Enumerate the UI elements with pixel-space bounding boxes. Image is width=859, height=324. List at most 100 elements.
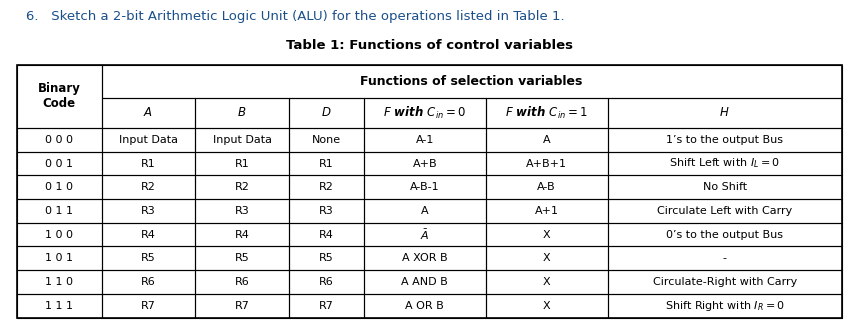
Bar (17, 128, 101, 152)
Bar (195, 270, 289, 294)
Bar (17, 247, 101, 270)
Text: $\bar{A}$: $\bar{A}$ (420, 227, 430, 242)
Text: 1 1 1: 1 1 1 (46, 301, 73, 311)
Text: R3: R3 (235, 206, 249, 216)
Text: R4: R4 (141, 230, 155, 239)
Bar (485, 294, 607, 318)
Text: $F$ with $C_{in}=0$: $F$ with $C_{in}=0$ (383, 105, 466, 121)
Text: R6: R6 (141, 277, 155, 287)
Bar (364, 270, 485, 294)
Bar (289, 128, 364, 152)
Bar (607, 98, 842, 128)
Text: 6.   Sketch a 2-bit Arithmetic Logic Unit (ALU) for the operations listed in Tab: 6. Sketch a 2-bit Arithmetic Logic Unit … (26, 10, 564, 23)
Text: 0 0 1: 0 0 1 (46, 158, 73, 168)
Text: $F$ with $C_{in}=1$: $F$ with $C_{in}=1$ (505, 105, 588, 121)
Bar (101, 199, 195, 223)
Bar (17, 175, 101, 199)
Text: A-1: A-1 (416, 135, 434, 145)
Bar (485, 223, 607, 247)
Text: R1: R1 (141, 158, 155, 168)
Bar (364, 152, 485, 175)
Bar (195, 152, 289, 175)
Bar (17, 65, 101, 128)
Text: $B$: $B$ (237, 106, 247, 119)
Bar (364, 128, 485, 152)
Bar (364, 98, 485, 128)
Bar (101, 152, 195, 175)
Bar (101, 175, 195, 199)
Bar (485, 175, 607, 199)
Text: R5: R5 (235, 253, 249, 263)
Bar (607, 294, 842, 318)
Text: A OR B: A OR B (405, 301, 444, 311)
Bar (101, 65, 842, 98)
Text: -: - (722, 253, 727, 263)
Text: $H$: $H$ (720, 106, 730, 119)
Bar (485, 128, 607, 152)
Text: A-B-1: A-B-1 (410, 182, 440, 192)
Bar (195, 294, 289, 318)
Bar (289, 98, 364, 128)
Text: 0 0 0: 0 0 0 (46, 135, 73, 145)
Bar (607, 223, 842, 247)
Bar (101, 294, 195, 318)
Bar (364, 223, 485, 247)
Text: A XOR B: A XOR B (402, 253, 448, 263)
Bar (364, 294, 485, 318)
Text: X: X (543, 301, 551, 311)
Bar (607, 128, 842, 152)
Bar (607, 199, 842, 223)
Text: 0 1 0: 0 1 0 (46, 182, 73, 192)
Text: Circulate-Right with Carry: Circulate-Right with Carry (653, 277, 797, 287)
Text: R6: R6 (319, 277, 334, 287)
Bar (364, 175, 485, 199)
Bar (289, 294, 364, 318)
Text: Shift Right with $I_R=0$: Shift Right with $I_R=0$ (665, 299, 784, 313)
Text: A: A (543, 135, 551, 145)
Bar (17, 223, 101, 247)
Bar (364, 199, 485, 223)
Bar (101, 270, 195, 294)
Text: 1 0 1: 1 0 1 (46, 253, 73, 263)
Text: A-B: A-B (538, 182, 556, 192)
Bar (289, 223, 364, 247)
Bar (101, 98, 195, 128)
Text: R6: R6 (235, 277, 249, 287)
Bar (17, 270, 101, 294)
Bar (607, 152, 842, 175)
Text: A: A (421, 206, 429, 216)
Text: None: None (312, 135, 341, 145)
Text: R5: R5 (141, 253, 155, 263)
Text: A AND B: A AND B (401, 277, 448, 287)
Text: $D$: $D$ (321, 106, 332, 119)
Bar (195, 223, 289, 247)
Bar (289, 247, 364, 270)
Text: 1’s to the output Bus: 1’s to the output Bus (667, 135, 783, 145)
Text: R4: R4 (319, 230, 334, 239)
Bar (485, 98, 607, 128)
Bar (289, 152, 364, 175)
Text: Circulate Left with Carry: Circulate Left with Carry (657, 206, 792, 216)
Text: 0 1 1: 0 1 1 (46, 206, 73, 216)
Text: R2: R2 (319, 182, 334, 192)
Bar (195, 98, 289, 128)
Text: Binary
Code: Binary Code (38, 82, 81, 110)
Bar (607, 175, 842, 199)
Bar (195, 247, 289, 270)
Text: Functions of selection variables: Functions of selection variables (361, 75, 583, 88)
Text: No Shift: No Shift (703, 182, 746, 192)
Bar (607, 247, 842, 270)
Text: Shift Left with $I_L=0$: Shift Left with $I_L=0$ (669, 156, 780, 170)
Bar (101, 247, 195, 270)
Text: A+B+1: A+B+1 (526, 158, 567, 168)
Bar (195, 199, 289, 223)
Bar (17, 152, 101, 175)
Text: 1 0 0: 1 0 0 (46, 230, 73, 239)
Text: R5: R5 (319, 253, 334, 263)
Text: A+1: A+1 (534, 206, 558, 216)
Bar (289, 175, 364, 199)
Bar (289, 199, 364, 223)
Text: Input Data: Input Data (212, 135, 271, 145)
Bar (17, 65, 842, 318)
Text: R7: R7 (141, 301, 155, 311)
